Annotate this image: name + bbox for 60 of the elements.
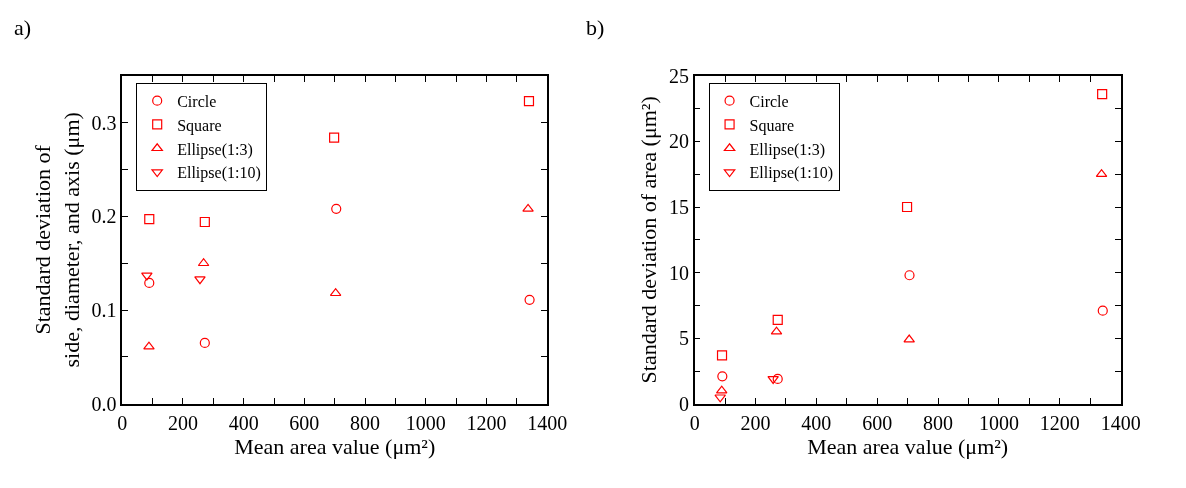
x-axis-title: Mean area value (μm²) [234,433,436,459]
y-axis-title: Standard deviation of area (μm²) [636,96,662,384]
y-tick-label: 10 [668,261,689,284]
x-tick-label: 400 [801,411,832,434]
point [329,132,340,143]
y-tick-label: 15 [668,196,689,218]
x-tick-label: 1200 [466,411,507,434]
x-tick-label: 600 [862,411,893,434]
x-tick-label: 600 [289,411,320,434]
point [772,314,783,325]
y-tick-label: 5 [678,327,689,350]
point [199,337,210,349]
x-tick-label: 200 [167,411,198,434]
point [714,394,726,403]
y-tick-label: 25 [668,64,689,87]
x-tick-label: 1000 [978,411,1019,434]
y-axis-title: Standard deviation of side, diameter, and axis (μm) [30,112,84,368]
point [716,350,728,361]
point [523,95,535,107]
point [904,270,915,281]
legend-label: Ellipse(1:10) [749,164,834,183]
legend-label: Ellipse(1:3) [749,140,826,159]
legend-label: Ellipse(1:3) [177,140,253,159]
text: 0.0 [91,392,117,415]
point [199,216,210,228]
x-tick-label: 1400 [527,411,568,434]
chart-title: a) [14,15,32,40]
point [141,272,153,281]
legend-label: Square [177,116,222,135]
y-tick-label: 0.1 [91,299,117,322]
legend-label: Square [749,116,794,135]
point [772,373,783,384]
y-tick-label: 20 [668,130,689,153]
x-tick-label: 1200 [1039,411,1080,434]
x-axis-title: Mean area value (μm²) [807,433,1009,459]
legend-label: Circle [749,92,789,110]
legend-label: Circle [177,92,217,110]
point [143,341,155,350]
x-tick-label: 1400 [1100,411,1141,434]
point [524,294,535,305]
x-tick-label: 200 [740,411,771,434]
point [194,276,206,285]
y-tick-label: 0.3 [91,111,117,134]
x-tick-label: 800 [350,411,381,434]
point [717,371,728,382]
point [901,201,913,213]
point [331,203,342,214]
point [144,277,155,289]
point [522,203,534,212]
x-tick-label: 1000 [405,411,446,434]
point [1097,89,1108,100]
point [903,334,915,343]
chart-title: b) [586,15,605,40]
x-tick-label: 400 [228,411,259,434]
legend-label: Ellipse(1:10) [177,164,261,183]
y-tick-label: 0 [678,392,689,415]
point [1097,305,1108,316]
point [144,214,155,225]
y-tick-label: 0.2 [91,205,117,228]
x-tick-label: 800 [923,411,954,434]
